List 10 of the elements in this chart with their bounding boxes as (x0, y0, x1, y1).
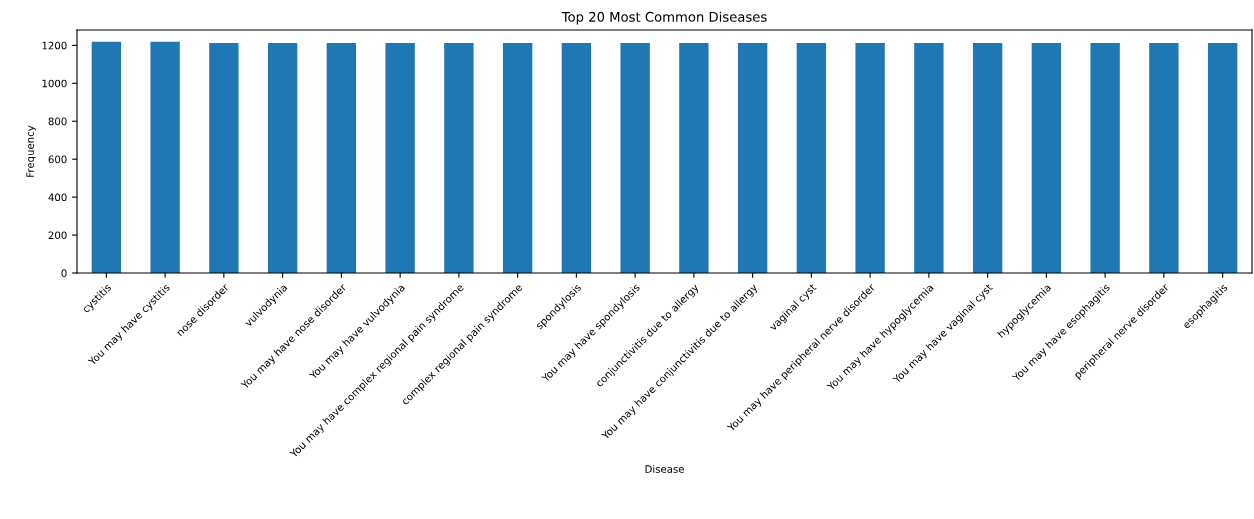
x-axis-title: Disease (645, 465, 684, 473)
y-tick-label: 0 (61, 269, 67, 277)
y-tick-label: 1000 (42, 79, 67, 88)
y-axis-title: Frequency (26, 125, 36, 177)
y-tick-label: 1200 (42, 41, 67, 50)
y-tick-label: 800 (48, 117, 67, 126)
y-tick-label: 600 (48, 155, 67, 164)
y-tick-label: 400 (48, 193, 67, 202)
chart-title: Top 20 Most Common Diseases (561, 11, 767, 25)
y-tick-label: 200 (48, 231, 67, 240)
